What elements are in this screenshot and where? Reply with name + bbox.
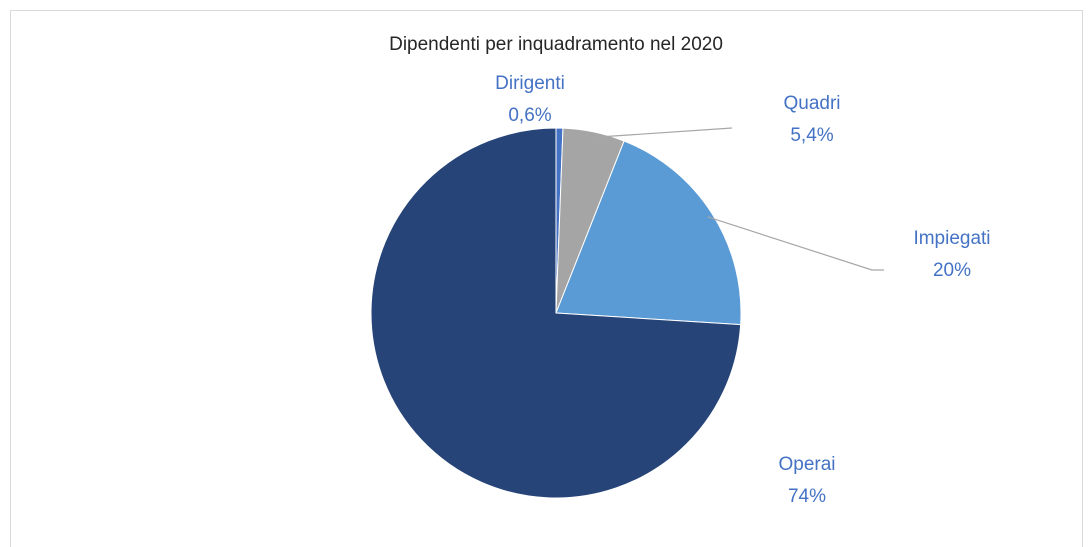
slice-value-label: 0,6% xyxy=(508,105,551,126)
slice-label: Dirigenti xyxy=(495,73,565,94)
slice-value-label: 20% xyxy=(933,260,971,281)
slice-value-label: 74% xyxy=(788,486,826,507)
pie-slice xyxy=(370,127,742,499)
chart-title: Dipendenti per inquadramento nel 2020 xyxy=(389,34,723,55)
slice-label: Impiegati xyxy=(913,228,990,249)
slice-label: Operai xyxy=(778,454,835,475)
slice-value-label: 5,4% xyxy=(790,125,833,146)
slice-label: Quadri xyxy=(783,93,840,114)
pie-slice xyxy=(555,140,742,326)
leader-line xyxy=(592,127,733,138)
leader-line xyxy=(707,216,884,271)
